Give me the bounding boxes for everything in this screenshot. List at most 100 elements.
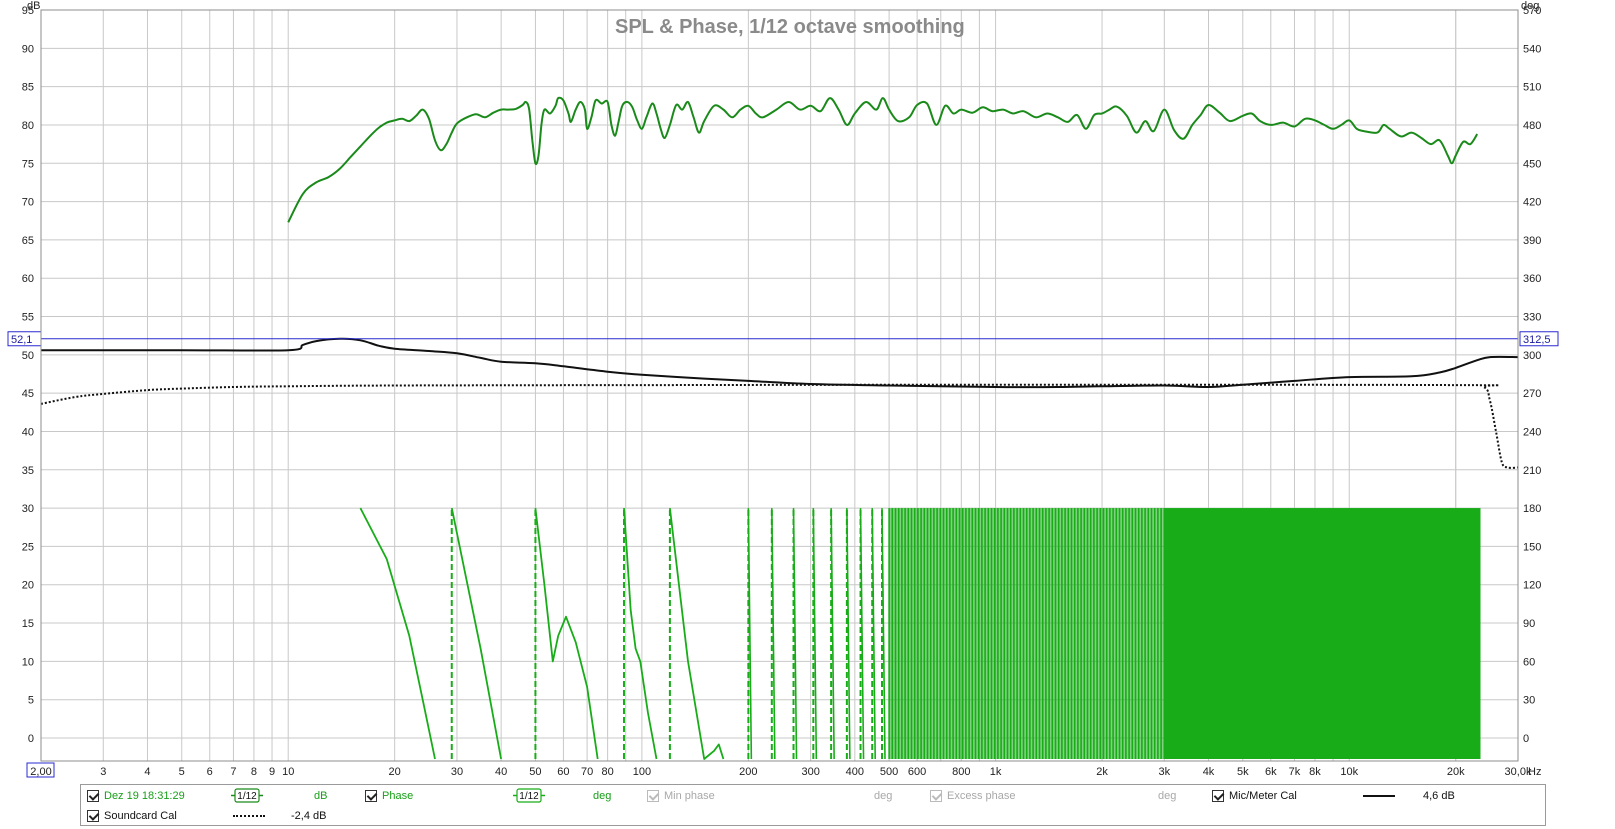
- mic-cal-checkbox[interactable]: [1212, 790, 1224, 802]
- x-tick-label: 500: [880, 766, 898, 778]
- spl-trace-2: [40, 383, 1519, 469]
- x-tick-label: 1k: [990, 766, 1002, 778]
- phase-segment: [871, 508, 877, 760]
- soundcard-cal-checkbox[interactable]: [87, 810, 99, 822]
- x-tick-label: 30: [451, 766, 463, 778]
- spl-smoothing-icon[interactable]: 1/12: [231, 788, 263, 803]
- legend-phase[interactable]: Phase: [365, 786, 413, 806]
- x-tick-label: 600: [908, 766, 926, 778]
- x-tick-label: 100: [633, 766, 651, 778]
- x-tick-label: 70: [581, 766, 593, 778]
- y-right-tick-label: 180: [1523, 503, 1541, 515]
- x-tick-label: 10: [282, 766, 294, 778]
- y-right-tick-label: 570: [1523, 5, 1541, 17]
- y-right-tick-label: 90: [1523, 618, 1535, 630]
- phase-label: Phase: [382, 790, 414, 802]
- min-phase-checkbox[interactable]: [647, 790, 659, 802]
- y-right-tick-label: 30: [1523, 695, 1535, 707]
- phase-unit: deg: [593, 790, 612, 802]
- x-tick-label: 60: [557, 766, 569, 778]
- x-tick-label: 5: [179, 766, 185, 778]
- y-left-tick-label: 80: [22, 120, 34, 132]
- x-tick-label: 2k: [1096, 766, 1108, 778]
- y-right-tick-label: 150: [1523, 541, 1541, 553]
- legend-row-1: Dez 19 18:31:29 1/12 dB Phase 1/12 deg M…: [81, 786, 1545, 806]
- min-phase-unit: deg: [874, 790, 893, 802]
- measurement-checkbox[interactable]: [87, 790, 99, 802]
- spl-unit: dB: [314, 790, 328, 802]
- phase-segment: [859, 508, 865, 760]
- y-right-tick-label: 330: [1523, 312, 1541, 324]
- x-tick-label: 20: [389, 766, 401, 778]
- legend-measurement[interactable]: Dez 19 18:31:29: [87, 786, 185, 806]
- y-right-tick-label: 60: [1523, 656, 1535, 668]
- x-tick-label: 8k: [1309, 766, 1321, 778]
- legend-excess-phase[interactable]: Excess phase: [930, 786, 1015, 806]
- y-left-tick-label: 20: [22, 580, 34, 592]
- x-start-box: [26, 762, 55, 778]
- x-tick-label: 200: [739, 766, 757, 778]
- measurement-label: Dez 19 18:31:29: [104, 790, 185, 802]
- legend-min-phase[interactable]: Min phase: [647, 786, 715, 806]
- phase-smoothing-icon[interactable]: 1/12: [513, 788, 545, 803]
- x-tick-label: 800: [952, 766, 970, 778]
- min-phase-label: Min phase: [664, 790, 715, 802]
- soundcard-cal-label: Soundcard Cal: [104, 810, 177, 822]
- y-left-unit: dB: [27, 0, 40, 12]
- x-tick-label: 4: [144, 766, 150, 778]
- y-left-tick-label: 70: [22, 197, 34, 209]
- phase-checkbox[interactable]: [365, 790, 377, 802]
- x-unit-label: Hz: [1528, 766, 1541, 778]
- mic-cal-line-sample: [1363, 795, 1395, 797]
- y-left-tick-label: 95: [22, 5, 34, 17]
- x-tick-label: 8: [251, 766, 257, 778]
- x-tick-label: 6: [207, 766, 213, 778]
- soundcard-cal-line-sample: [233, 815, 265, 817]
- x-axis: 2,00 3 4 5 6 7 8 9 10 20 30 40 50 60 70 80 100 200 300 400 5…: [26, 762, 1541, 778]
- legend-mic-cal[interactable]: Mic/Meter Cal: [1212, 786, 1297, 806]
- y-right-tick-label: 420: [1523, 197, 1541, 209]
- excess-phase-checkbox[interactable]: [930, 790, 942, 802]
- y-left-tick-label: 60: [22, 273, 34, 285]
- excess-phase-unit: deg: [1158, 790, 1177, 802]
- cursor-left-label: 52,1: [11, 334, 32, 346]
- y-left-tick-label: 65: [22, 235, 34, 247]
- x-tick-label: 2,00: [30, 766, 51, 778]
- y-left-tick-label: 75: [22, 158, 34, 170]
- x-tick-label: 10k: [1340, 766, 1358, 778]
- chart-title: SPL & Phase, 1/12 octave smoothing: [615, 16, 965, 38]
- phase-segment: [771, 508, 776, 760]
- mic-cal-value: 4,6 dB: [1423, 790, 1455, 802]
- cursor[interactable]: 52,1 312,5: [7, 331, 1559, 347]
- y-right-tick-label: 0: [1523, 733, 1529, 745]
- x-tick-label: 30,0k: [1505, 766, 1532, 778]
- y-right-tick-label: 300: [1523, 350, 1541, 362]
- y-left-tick-label: 25: [22, 541, 34, 553]
- phase-solid-fill: [1164, 508, 1481, 759]
- phase-segment: [846, 508, 851, 760]
- y-left-tick-label: 5: [28, 695, 34, 707]
- x-tick-label: 300: [801, 766, 819, 778]
- phase-series: [359, 507, 1481, 760]
- mic-cal-label: Mic/Meter Cal: [1229, 790, 1297, 802]
- y-left-tick-label: 85: [22, 82, 34, 94]
- legend-panel: Dez 19 18:31:29 1/12 dB Phase 1/12 deg M…: [80, 784, 1546, 826]
- phase-trace: [359, 507, 725, 760]
- left-axis: 0 5 10 15 20 25 30 35 40 45 50 55 60 65 70 75 80 85 90 95: [22, 5, 34, 745]
- x-tick-label: 80: [601, 766, 613, 778]
- y-left-tick-label: 35: [22, 465, 34, 477]
- y-left-tick-label: 45: [22, 388, 34, 400]
- y-right-tick-label: 210: [1523, 465, 1541, 477]
- legend-row-2: Soundcard Cal -2,4 dB: [81, 806, 1545, 826]
- y-right-unit: deg: [1521, 0, 1539, 12]
- y-right-tick-label: 510: [1523, 82, 1541, 94]
- x-tick-label: 7k: [1289, 766, 1301, 778]
- x-tick-label: 40: [495, 766, 507, 778]
- legend-soundcard-cal[interactable]: Soundcard Cal: [87, 806, 177, 826]
- y-right-tick-label: 120: [1523, 580, 1541, 592]
- y-right-tick-label: 480: [1523, 120, 1541, 132]
- phase-segment: [881, 508, 886, 760]
- y-left-tick-label: 30: [22, 503, 34, 515]
- y-left-tick-label: 90: [22, 43, 34, 55]
